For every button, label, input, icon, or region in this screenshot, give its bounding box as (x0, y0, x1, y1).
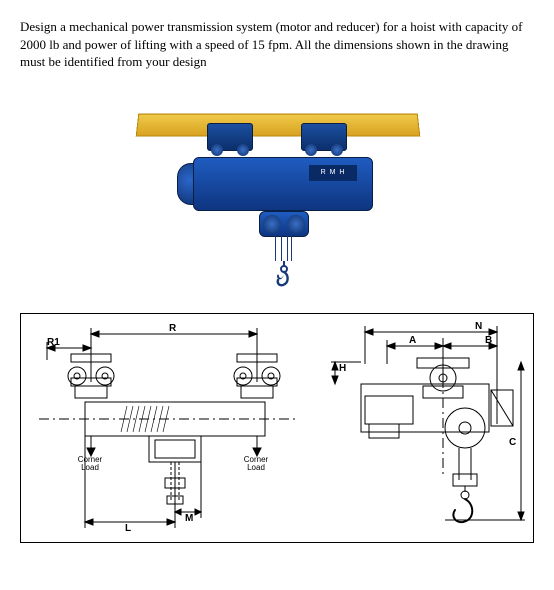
corner-load-right: Corner Load (239, 456, 273, 473)
trolley-end-left (207, 123, 253, 151)
sheave-block (259, 211, 309, 237)
dim-B: B (485, 334, 492, 348)
hoist-photo: R M H (137, 85, 417, 295)
side-view: N A B H C (325, 324, 525, 534)
front-view: R R1 L M Corner Load Corner Load (29, 324, 309, 534)
hook-icon (275, 261, 293, 289)
problem-statement: Design a mechanical power transmission s… (20, 18, 534, 71)
trolley-end-right (301, 123, 347, 151)
dimensioned-drawing: R R1 L M Corner Load Corner Load (20, 313, 534, 543)
corner-load-left: Corner Load (73, 456, 107, 473)
dim-H: H (339, 362, 346, 376)
dim-A: A (409, 334, 416, 348)
wire-ropes (273, 235, 293, 261)
hoist-photo-wrap: R M H (20, 85, 534, 295)
trolley (207, 123, 347, 153)
nameplate: R M H (309, 165, 357, 181)
dim-M: M (185, 512, 193, 526)
dim-N: N (475, 320, 482, 334)
dim-L: L (125, 522, 131, 536)
dim-R: R (169, 322, 176, 336)
dim-R1: R1 (47, 336, 60, 350)
dim-C: C (509, 436, 516, 450)
